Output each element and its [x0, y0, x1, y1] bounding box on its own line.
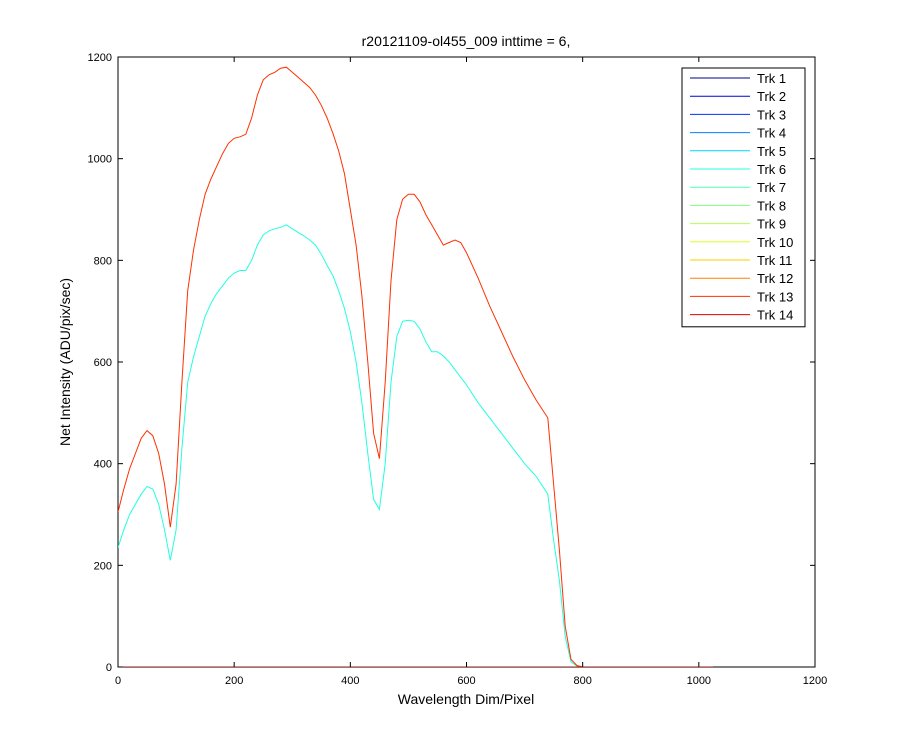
legend-label: Trk 6 [757, 162, 786, 177]
x-tick-label: 800 [573, 675, 591, 687]
legend-label: Trk 5 [757, 144, 786, 159]
legend-label: Trk 8 [757, 198, 786, 213]
y-tick-label: 200 [94, 560, 112, 572]
y-tick-label: 400 [94, 459, 112, 471]
x-tick-label: 600 [457, 675, 475, 687]
y-axis-label: Net Intensity (ADU/pix/sec) [57, 278, 73, 446]
y-tick-label: 1200 [88, 52, 112, 64]
y-tick-label: 600 [94, 357, 112, 369]
legend-label: Trk 11 [757, 253, 792, 268]
y-tick-label: 1000 [88, 154, 112, 166]
legend-label: Trk 1 [757, 71, 786, 86]
legend-label: Trk 10 [757, 235, 793, 250]
legend-label: Trk 2 [757, 89, 786, 104]
legend-label: Trk 7 [757, 180, 786, 195]
legend-label: Trk 13 [757, 289, 793, 304]
legend-label: Trk 4 [757, 126, 786, 141]
x-tick-label: 1000 [687, 675, 711, 687]
x-tick-label: 200 [225, 675, 243, 687]
legend: Trk 1 Trk 2 Trk 3 Trk 4 Trk 5 Trk 6 Trk 7 Trk 8… [681, 67, 806, 328]
series-line-13 [118, 66, 713, 667]
chart-title: r20121109-ol455_009 inttime = 6, [362, 33, 571, 49]
x-tick-label: 1200 [803, 675, 827, 687]
y-tick-label: 0 [106, 662, 112, 674]
legend-label: Trk 12 [757, 271, 793, 286]
y-tick-label: 800 [94, 255, 112, 267]
legend-box [681, 67, 806, 328]
x-axis-label: Wavelength Dim/Pixel [398, 691, 534, 707]
legend-label: Trk 3 [757, 107, 786, 122]
legend-label: Trk 14 [757, 308, 793, 323]
x-tick-label: 400 [341, 675, 359, 687]
series-line-6 [118, 224, 713, 667]
x-tick-label: 0 [115, 675, 121, 687]
series-lines [118, 66, 713, 667]
legend-label: Trk 9 [757, 217, 786, 232]
